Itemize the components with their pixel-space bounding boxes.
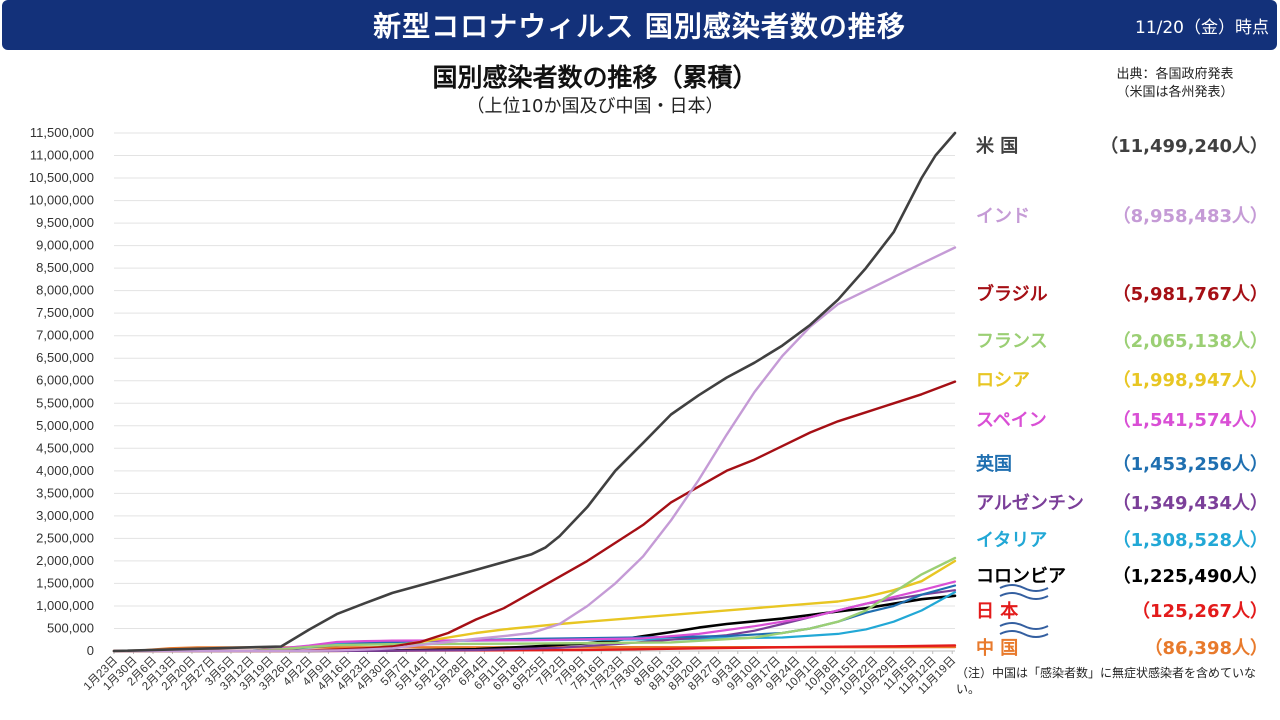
legend-name: 中 国 [976, 638, 1019, 659]
y-tick-label: 8,500,000 [36, 260, 94, 275]
page-title: 新型コロナウィルス 国別感染者数の推移 [373, 10, 906, 43]
y-tick-label: 5,500,000 [36, 395, 94, 410]
legend-value: （1,998,947人） [1112, 370, 1268, 391]
wave-icon [999, 622, 1049, 638]
legend-value: （1,541,574人） [1112, 410, 1268, 431]
y-tick-label: 11,500,000 [30, 125, 94, 140]
legend-value: （86,398人） [1144, 638, 1268, 659]
legend-name: スペイン [976, 410, 1047, 431]
series-line [112, 589, 957, 653]
legend-value: （1,308,528人） [1112, 530, 1268, 551]
y-tick-label: 8,000,000 [36, 283, 94, 298]
source-note: 出典：各国政府発表 （米国は各州発表） [1080, 66, 1270, 102]
legend-value: （125,267人） [1132, 601, 1268, 622]
y-tick-label: 2,000,000 [36, 553, 94, 568]
chart-title: 国別感染者数の推移（累積） [432, 63, 758, 92]
y-tick-label: 0 [87, 643, 94, 658]
y-tick-label: 7,500,000 [36, 305, 94, 320]
y-tick-label: 4,500,000 [36, 440, 94, 455]
legend-name: ブラジル [976, 284, 1048, 305]
grid-lines [114, 132, 955, 652]
y-tick-label: 6,500,000 [36, 350, 94, 365]
chart-subtitle: （上位10か国及び中国・日本） [466, 96, 724, 117]
series-line [112, 246, 957, 653]
legend-value: （11,499,240人） [1100, 136, 1268, 157]
legend-value: （1,453,256人） [1112, 454, 1268, 475]
series-line [112, 380, 957, 653]
legend-value: （1,349,434人） [1112, 493, 1268, 514]
source-line-1: 出典：各国政府発表 [1116, 67, 1234, 82]
footnote: （注）中国は「感染者数」に無症状感染者を含めていない。 [956, 666, 1257, 696]
y-tick-label: 1,000,000 [36, 598, 94, 613]
legend-value: （8,958,483人） [1112, 206, 1268, 227]
legend-name: コロンビア [976, 566, 1066, 587]
legend-name: ロシア [976, 370, 1030, 391]
legend-name: アルゼンチン [976, 493, 1084, 514]
x-axis: 1月23日1月30日2月6日2月13日2月20日2月27日3月5日3月12日3月… [82, 651, 958, 697]
y-tick-label: 5,000,000 [36, 418, 94, 433]
legend-value: （5,981,767人） [1112, 284, 1268, 305]
as-of-date: 11/20（金）時点 [1135, 18, 1269, 38]
legend-name: 日 本 [976, 601, 1019, 622]
legend-name: 米 国 [976, 136, 1019, 157]
series-line [112, 590, 957, 653]
legend-name: フランス [976, 331, 1048, 352]
y-tick-label: 10,000,000 [29, 193, 94, 208]
y-tick-label: 11,000,000 [30, 148, 94, 163]
legend-name: 英国 [976, 454, 1012, 475]
header-bar: 新型コロナウィルス 国別感染者数の推移 11/20（金）時点 [2, 0, 1277, 50]
legend-name: イタリア [976, 530, 1048, 551]
y-tick-label: 6,000,000 [36, 373, 94, 388]
y-tick-label: 9,500,000 [36, 215, 94, 230]
wave-icon [999, 584, 1049, 600]
series-line [112, 556, 957, 653]
legend-value: （1,225,490人） [1112, 566, 1268, 587]
y-tick-label: 500,000 [47, 620, 94, 635]
y-tick-label: 7,000,000 [36, 328, 94, 343]
y-axis: 0 500,000 1,000,000 1,500,000 2,000,000 2,500… [29, 125, 94, 658]
y-tick-label: 2,500,000 [36, 530, 94, 545]
y-tick-label: 10,500,000 [29, 170, 94, 185]
source-line-2: （米国は各州発表） [1116, 85, 1234, 100]
y-tick-label: 4,000,000 [36, 463, 94, 478]
y-tick-label: 1,500,000 [36, 575, 94, 590]
legend-name: インド [976, 206, 1030, 227]
y-tick-label: 3,500,000 [36, 485, 94, 500]
y-tick-label: 3,000,000 [36, 508, 94, 523]
y-tick-label: 9,000,000 [36, 238, 94, 253]
series-lines [112, 131, 957, 653]
series-line [112, 131, 957, 653]
legend-value: （2,065,138人） [1112, 331, 1268, 352]
